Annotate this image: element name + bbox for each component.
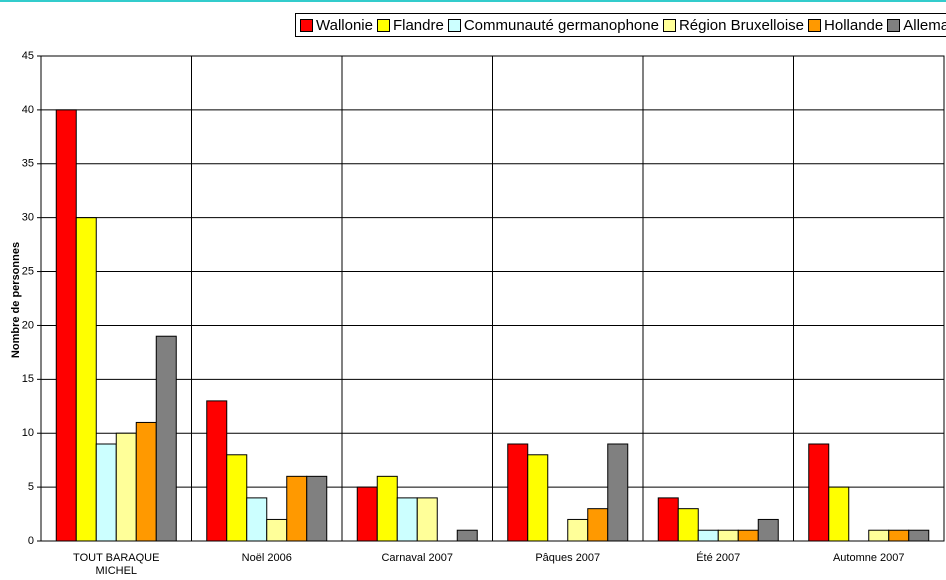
bar: [737, 529, 759, 542]
y-tick-label: 5: [28, 481, 34, 493]
y-tick-label: 10: [22, 427, 34, 439]
legend-label: Allemagne: [903, 16, 946, 34]
x-tick-label: Été 2007: [696, 552, 741, 564]
bar: [416, 497, 438, 542]
legend-label: Flandre: [392, 16, 444, 34]
y-tick-label: 40: [22, 104, 34, 116]
bar: [95, 443, 117, 542]
legend-swatch: [662, 18, 676, 32]
bar: [306, 475, 328, 542]
bar: [115, 432, 137, 542]
bar: [396, 497, 418, 542]
bar: [75, 217, 97, 542]
x-tick-label: Carnaval 2007: [381, 552, 454, 564]
legend-swatch: [808, 18, 822, 32]
bar: [717, 529, 739, 542]
bar: [808, 443, 830, 542]
bar: [828, 486, 850, 542]
y-tick-label: 15: [22, 373, 34, 385]
bar: [587, 508, 609, 542]
bar: [206, 400, 228, 542]
legend-label: Région Bruxelloise: [678, 16, 805, 34]
bar: [527, 454, 549, 542]
bar: [868, 529, 890, 542]
legend-item: Allemagne: [887, 17, 946, 34]
legend-swatch: [376, 18, 390, 32]
x-tick-label: Pâques 2007: [535, 552, 601, 564]
x-tick-label: TOUT BARAQUE MICHEL: [73, 552, 160, 577]
legend-label: Wallonie: [316, 16, 373, 34]
y-axis-label: Nombre de personnes: [10, 242, 22, 358]
bar: [356, 486, 378, 542]
x-tick-label: Noël 2006: [241, 552, 292, 564]
y-tick-label: 30: [22, 212, 34, 224]
bar: [677, 508, 699, 542]
legend-swatch: [887, 18, 901, 32]
legend: Wallonie Flandre Communauté germanophone Ré…: [295, 13, 946, 37]
bar: [456, 529, 478, 542]
bar: [155, 335, 177, 542]
legend-item: Wallonie: [300, 17, 373, 34]
legend-item: Communauté germanophone: [447, 16, 659, 34]
bar: [266, 518, 288, 542]
bar: [376, 475, 398, 542]
legend-item: Région Bruxelloise: [662, 16, 805, 34]
legend-label: Hollande: [824, 16, 884, 34]
bar: [888, 529, 910, 542]
bar: [607, 443, 629, 542]
y-tick-label: 45: [22, 50, 34, 62]
bar: [55, 109, 77, 542]
y-tick-label: 0: [28, 535, 34, 547]
bar: [697, 529, 719, 542]
legend-item: Flandre: [376, 16, 444, 34]
bar: [908, 529, 930, 542]
bar: [135, 421, 157, 542]
bar: [226, 454, 248, 542]
bar: [567, 518, 589, 542]
legend-label: Communauté germanophone: [463, 16, 659, 34]
plot-border: [40, 55, 945, 542]
bar: [757, 518, 779, 542]
y-tick-label: 20: [22, 319, 34, 331]
bar: [657, 497, 679, 542]
bar: [507, 443, 529, 542]
y-tick-label: 35: [22, 158, 34, 170]
y-tick-label: 25: [22, 265, 34, 277]
x-tick-label: Automne 2007: [832, 552, 905, 564]
legend-swatch: [447, 18, 461, 32]
legend-item: Hollande: [808, 17, 883, 34]
bar: [246, 497, 268, 542]
legend-swatch: [300, 18, 313, 32]
bar: [286, 475, 308, 542]
top-border: [0, 0, 946, 2]
